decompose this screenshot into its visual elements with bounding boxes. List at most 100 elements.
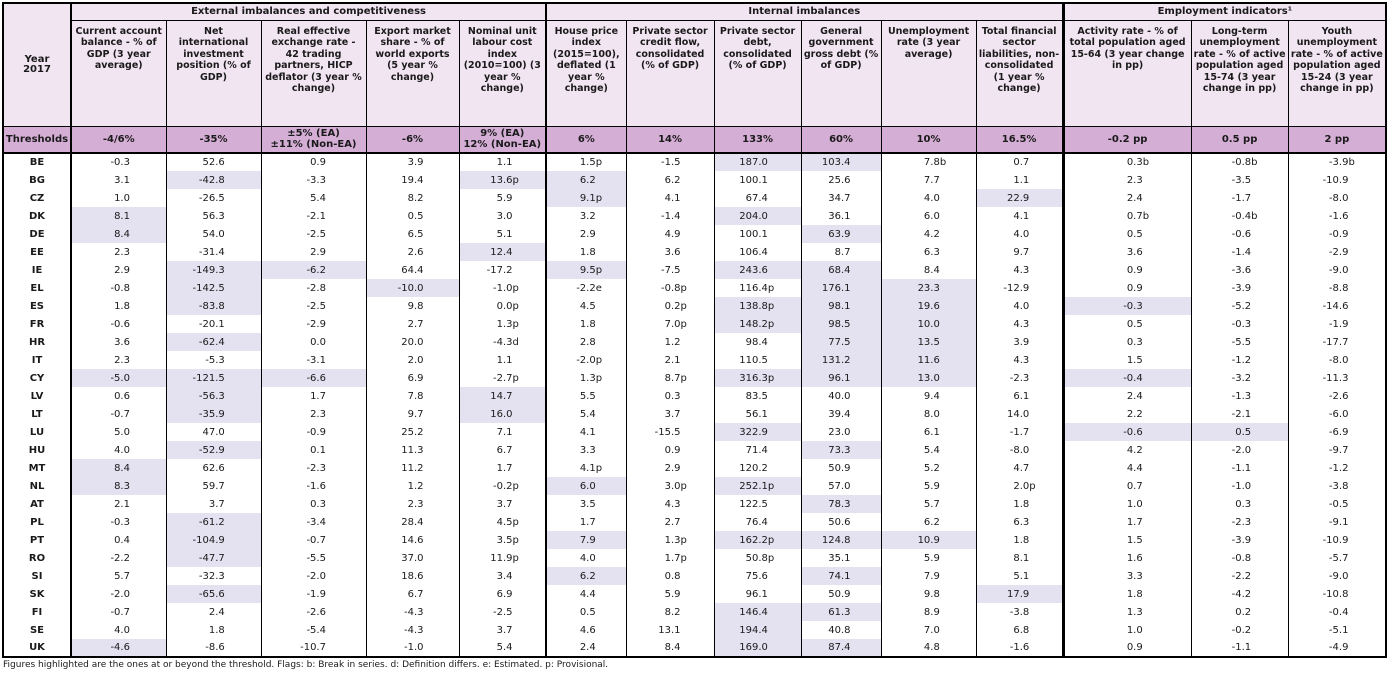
- value-cell: -1.5: [625, 153, 715, 171]
- value-number: 4.1: [664, 192, 681, 204]
- value-number: 18.6: [401, 570, 424, 582]
- value-number: 148.2: [739, 318, 768, 330]
- value-number: 8.4: [923, 264, 940, 276]
- country-code: BG: [2, 171, 72, 189]
- value-number: -0.8: [1231, 552, 1252, 564]
- country-code: SE: [2, 621, 72, 639]
- thresholds-row: Thresholds -4/6% -35% ±5% (EA) ±11% (Non-EA…: [2, 125, 1387, 154]
- table-body: BE -0.3 52.6 0.9 3.9 1.1 1.5p -1.5 187.0 103.4 7.8…: [2, 153, 1387, 657]
- value-cell: -104.9: [165, 531, 262, 549]
- value-number: 96.1: [745, 588, 768, 600]
- value-number: 64.4: [401, 264, 424, 276]
- value-number: 73.3: [828, 444, 851, 456]
- value-cell: 2.9: [70, 261, 167, 279]
- value-cell: 0.8: [625, 567, 715, 585]
- value-number: -9.7: [1328, 444, 1349, 456]
- value-cell: -62.4: [165, 333, 262, 351]
- value-cell: 4.5: [545, 297, 627, 315]
- value-number: 106.4: [739, 246, 768, 258]
- value-cell: -5.4: [260, 621, 367, 639]
- value-cell: -42.8: [165, 171, 262, 189]
- value-number: 2.7: [407, 318, 424, 330]
- value-cell: -0.9: [260, 423, 367, 441]
- table-row-FI: FI -0.7 2.4 -2.6 -4.3 -2.5 0.5 8.2 146.4 61.3 8.9 -…: [2, 603, 1387, 621]
- value-cell: -2.3: [975, 369, 1064, 387]
- value-number: 1.0: [1126, 498, 1143, 510]
- table-row-LT: LT -0.7 -35.9 2.3 9.7 16.0 5.4 3.7 56.1 39.4 8.0 14…: [2, 405, 1387, 423]
- value-number: -1.2: [1231, 354, 1252, 366]
- value-cell: 0.2p: [625, 297, 715, 315]
- value-number: 2.7: [664, 516, 681, 528]
- value-cell: -1.4: [625, 207, 715, 225]
- value-cell: 4.5p: [458, 513, 547, 531]
- value-number: -3.9: [1231, 282, 1252, 294]
- value-cell: 103.4: [800, 153, 882, 171]
- value-number: 1.8: [579, 318, 596, 330]
- value-number: 1.8: [1126, 588, 1143, 600]
- value-cell: -2.9: [260, 315, 367, 333]
- country-code: LU: [2, 423, 72, 441]
- value-number: 1.0: [114, 192, 130, 204]
- value-flag: p: [767, 372, 775, 384]
- value-cell: 23.3: [880, 279, 977, 297]
- value-number: 0.1: [310, 444, 326, 456]
- value-cell: 50.6: [800, 513, 882, 531]
- value-cell: -10.8: [1287, 585, 1387, 603]
- value-cell: 18.6: [365, 567, 460, 585]
- value-number: 56.1: [745, 408, 768, 420]
- value-number: 2.4: [1126, 192, 1143, 204]
- value-number: 194.4: [739, 624, 768, 636]
- value-cell: 6.1: [880, 423, 977, 441]
- value-number: 5.5: [579, 390, 596, 402]
- value-cell: 6.7: [365, 585, 460, 603]
- value-cell: 2.9: [260, 243, 367, 261]
- value-cell: 8.9: [880, 603, 977, 621]
- value-cell: 2.7: [625, 513, 715, 531]
- value-number: -6.9: [1328, 426, 1349, 438]
- value-cell: -15.5: [625, 423, 715, 441]
- value-cell: 19.6: [880, 297, 977, 315]
- value-number: -2.0: [110, 588, 130, 600]
- column-header: Youth unemployment rate - % of active po…: [1287, 19, 1387, 127]
- value-flag: b: [1142, 210, 1150, 222]
- value-number: 1.7: [310, 390, 326, 402]
- value-cell: -2.2: [1190, 567, 1289, 585]
- value-flag: e: [595, 282, 602, 294]
- value-cell: 6.1: [975, 387, 1064, 405]
- value-number: 13.1: [658, 624, 681, 636]
- value-cell: 1.3p: [545, 369, 627, 387]
- thresholds-label: Thresholds: [2, 125, 72, 154]
- value-cell: 13.1: [625, 621, 715, 639]
- value-cell: -5.3: [165, 351, 262, 369]
- value-cell: 243.6: [713, 261, 802, 279]
- value-number: 6.2: [579, 174, 596, 186]
- value-cell: 10.9: [880, 531, 977, 549]
- value-number: 19.6: [917, 300, 940, 312]
- value-cell: -56.3: [165, 387, 262, 405]
- value-number: 77.5: [828, 336, 851, 348]
- table-row-LU: LU 5.0 47.0 -0.9 25.2 7.1 4.1 -15.5 322.9 23.0 6.1…: [2, 423, 1387, 441]
- value-cell: -2.2: [70, 549, 167, 567]
- value-cell: 194.4: [713, 621, 802, 639]
- value-cell: -4.3d: [458, 333, 547, 351]
- value-cell: 3.6: [1061, 243, 1192, 261]
- value-number: 13.6: [490, 174, 513, 186]
- value-cell: 0.5: [1190, 423, 1289, 441]
- value-cell: 1.7: [458, 459, 547, 477]
- table-row-BG: BG 3.1 -42.8 -3.3 19.4 13.6p 6.2 6.2 100.1 25.6 7.…: [2, 171, 1387, 189]
- value-flag: p: [767, 534, 775, 546]
- value-cell: 4.3: [975, 261, 1064, 279]
- value-number: 1.1: [496, 354, 513, 366]
- value-number: -8.8: [1328, 282, 1349, 294]
- value-cell: 4.0: [975, 297, 1064, 315]
- value-number: 4.3: [1013, 264, 1030, 276]
- value-cell: 187.0: [713, 153, 802, 171]
- value-number: 76.4: [745, 516, 768, 528]
- value-number: 8.2: [407, 192, 424, 204]
- value-cell: 50.8p: [713, 549, 802, 567]
- value-number: 4.2: [1126, 444, 1143, 456]
- value-number: 3.4: [496, 570, 513, 582]
- value-number: 50.9: [828, 462, 851, 474]
- value-number: 0.9: [1126, 282, 1143, 294]
